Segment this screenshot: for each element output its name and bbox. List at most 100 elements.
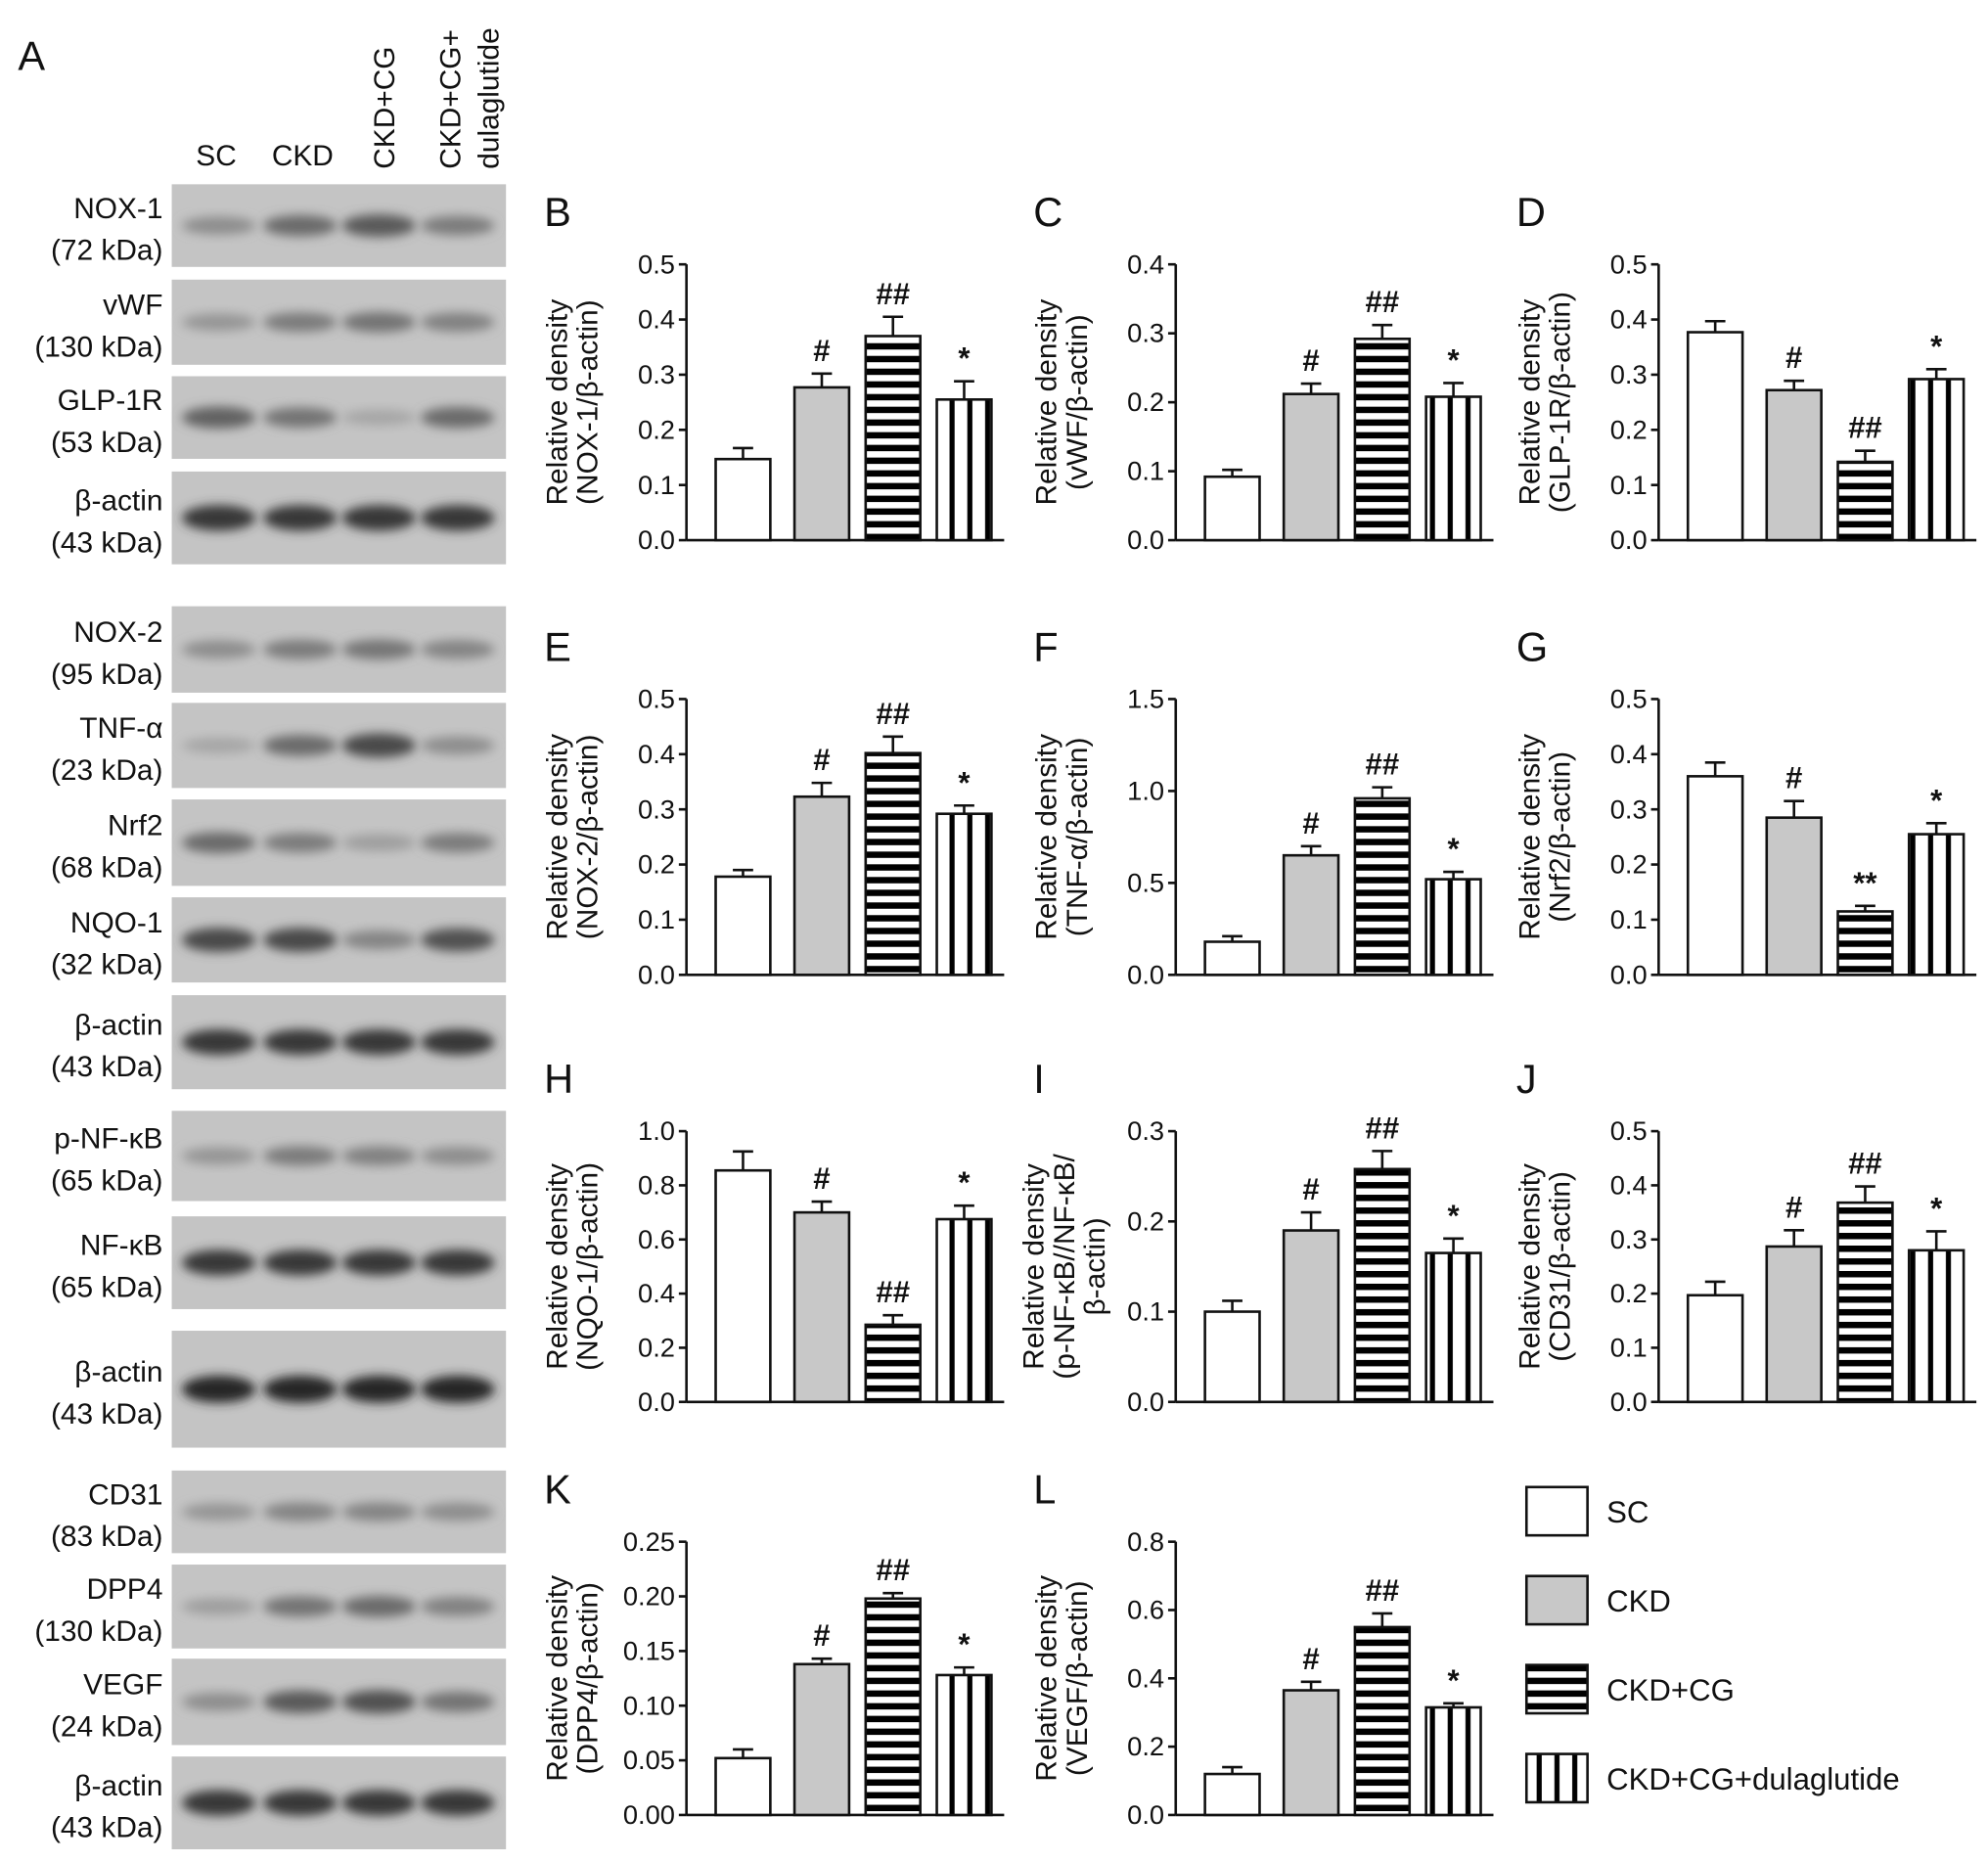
legend-swatch — [1524, 1752, 1589, 1804]
blot-band — [181, 313, 256, 332]
panel-letter: H — [544, 1056, 573, 1102]
blot-band — [263, 1375, 338, 1403]
blot-row: β-actin (43 kDa) — [51, 995, 507, 1090]
bar — [1282, 392, 1340, 542]
y-tick-label: 0.0 — [638, 1386, 675, 1417]
blot-band — [421, 833, 495, 853]
y-axis-label: (vWF/β-actin) — [1062, 314, 1094, 490]
y-tick-label: 0.1 — [1127, 1296, 1164, 1327]
lane-label-ckd: CKD — [272, 140, 334, 172]
blot-band — [181, 1503, 256, 1521]
bar — [1424, 1705, 1482, 1817]
blot-protein-label: DPP4 — [86, 1573, 162, 1606]
y-axis-label: Relative density — [542, 734, 574, 940]
blot-band — [421, 312, 495, 333]
y-tick-label: 0.2 — [638, 414, 675, 444]
blot-kda-label: (24 kDa) — [51, 1710, 163, 1743]
bar — [1353, 1167, 1412, 1404]
y-tick-label: 0.8 — [638, 1170, 675, 1201]
blot-protein-label: β-actin — [74, 1356, 162, 1388]
blot-band — [263, 1502, 338, 1521]
lane-label-ckd-cg-dula-2: dulaglutide — [473, 27, 505, 168]
blot-kda-label: (65 kDa) — [51, 1164, 163, 1197]
y-axis-label: (GLP-1R/β-actin) — [1544, 292, 1576, 513]
y-tick-label: 0.20 — [623, 1581, 675, 1612]
bar — [1686, 1294, 1744, 1404]
y-tick-label: 0.0 — [1610, 959, 1648, 989]
bar — [1424, 878, 1482, 976]
blot-kda-label: (65 kDa) — [51, 1272, 163, 1304]
significance-marker: * — [958, 341, 971, 376]
blot-band — [341, 1690, 416, 1714]
y-axis-label: Relative density — [1031, 299, 1063, 506]
significance-marker: ## — [1848, 411, 1882, 445]
blot-band — [181, 737, 256, 753]
chart-panel-L: L 0.0 0.2 0.4 0.6 0.8 Relative density(VEGF/β-… — [1031, 1467, 1494, 1830]
blot-band — [421, 1147, 495, 1165]
legend-swatch — [1524, 1574, 1589, 1626]
chart-panel-J: J 0.0 0.1 0.2 0.3 0.4 0.5 Relative density(CD31… — [1514, 1056, 1977, 1417]
blot-band — [263, 1249, 338, 1276]
bar — [792, 795, 851, 976]
y-tick-label: 0.25 — [623, 1526, 675, 1557]
y-tick-label: 0.4 — [638, 739, 675, 769]
significance-marker: # — [1302, 1642, 1319, 1676]
blot-band — [421, 1249, 495, 1276]
blot-band — [263, 1790, 338, 1816]
blot-band — [181, 928, 256, 952]
bar — [935, 1673, 993, 1817]
blot-band — [263, 639, 338, 659]
significance-marker: * — [1930, 783, 1943, 817]
blot-protein-label: β-actin — [74, 485, 162, 518]
y-tick-label: 0.1 — [638, 470, 675, 500]
y-tick-label: 0.5 — [1610, 249, 1648, 279]
significance-marker: # — [1302, 343, 1319, 378]
legend-label: CKD — [1606, 1584, 1671, 1618]
bar — [792, 1662, 851, 1817]
bar — [1353, 337, 1412, 542]
blot-row: Nrf2 (68 kDa) — [51, 799, 507, 886]
significance-marker: * — [1448, 342, 1461, 377]
blot-protein-label: NOX-2 — [73, 616, 162, 649]
y-tick-label: 0.0 — [1127, 1799, 1164, 1830]
blot-row: NQO-1 (32 kDa) — [51, 897, 507, 983]
blot-band — [421, 505, 495, 531]
panel-letter: C — [1033, 189, 1062, 235]
blot-kda-label: (72 kDa) — [51, 235, 163, 267]
bar — [864, 1597, 922, 1817]
bar — [1203, 940, 1261, 976]
panel-letter: L — [1033, 1467, 1056, 1513]
blot-row: CD31 (83 kDa) — [51, 1470, 507, 1554]
blot-kda-label: (32 kDa) — [51, 949, 163, 981]
blot-band — [341, 1029, 416, 1056]
y-tick-label: 0.0 — [1127, 1386, 1164, 1417]
blot-kda-label: (43 kDa) — [51, 1812, 163, 1844]
y-tick-label: 0.4 — [638, 1278, 675, 1308]
significance-marker: # — [1785, 1190, 1802, 1224]
western-blot-panel: A SC CKD CKD+CG CKD+CG+ dulaglutide NOX-1 (72 k… — [18, 27, 507, 1850]
blot-row: NOX-2 (95 kDa) — [51, 606, 507, 693]
panel-letter: K — [544, 1467, 571, 1513]
blot-band — [181, 832, 256, 854]
legend-label: CKD+CG+dulaglutide — [1606, 1762, 1900, 1796]
significance-marker: ## — [1366, 748, 1400, 782]
significance-marker: ** — [1853, 866, 1877, 900]
blot-band — [263, 735, 338, 756]
y-axis-label: (VEGF/β-actin) — [1062, 1580, 1094, 1776]
blot-band — [181, 1029, 256, 1056]
bar — [935, 398, 993, 542]
blot-kda-label: (43 kDa) — [51, 1051, 163, 1083]
y-tick-label: 0.8 — [1127, 1526, 1164, 1557]
y-axis-label: Relative density — [1514, 734, 1546, 940]
y-tick-label: 0.5 — [638, 249, 675, 279]
y-tick-label: 0.2 — [1127, 386, 1164, 417]
y-tick-label: 0.3 — [1127, 1115, 1164, 1146]
blot-band — [181, 1147, 256, 1165]
blot-band — [341, 1375, 416, 1403]
blot-row: p-NF-κB (65 kDa) — [51, 1111, 507, 1202]
blot-band — [341, 834, 416, 851]
blot-band — [181, 640, 256, 659]
blot-band — [263, 214, 338, 237]
y-tick-label: 0.10 — [623, 1690, 675, 1720]
